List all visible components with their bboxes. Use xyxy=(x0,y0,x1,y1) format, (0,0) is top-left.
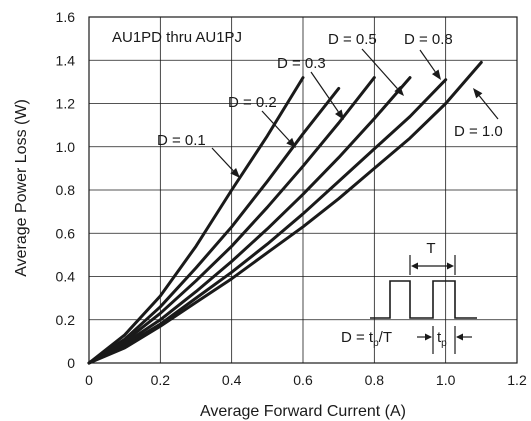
period-label: T xyxy=(426,240,435,257)
series-label-leader xyxy=(361,48,398,89)
series-label-arrowhead xyxy=(230,167,240,178)
series-label-arrowhead xyxy=(394,85,404,96)
series-label: D = 0.5 xyxy=(328,31,377,48)
series-label: D = 0.3 xyxy=(277,55,326,72)
pulse-waveform xyxy=(370,280,477,319)
y-tick-label: 1.6 xyxy=(56,9,76,25)
series-label-leader xyxy=(419,49,436,73)
series-label: D = 0.2 xyxy=(228,94,277,111)
series-label-leader xyxy=(261,110,290,142)
series-line xyxy=(87,76,412,365)
series-line xyxy=(87,78,448,365)
y-tick-label: 0.6 xyxy=(56,225,76,241)
x-tick-label: 0 xyxy=(85,372,93,388)
series-lines xyxy=(87,60,483,365)
y-tick-label: 0 xyxy=(67,355,75,371)
y-tick-label: 1.0 xyxy=(56,139,76,155)
period-arrowhead-right xyxy=(447,262,454,270)
chart-title: AU1PD thru AU1PJ xyxy=(112,29,242,46)
series-line xyxy=(87,76,305,365)
series-label-arrowhead xyxy=(473,88,483,99)
tp-arrowhead-left xyxy=(425,333,432,341)
series-line xyxy=(87,60,483,365)
x-axis-title: Average Forward Current (A) xyxy=(200,403,406,420)
y-tick-label: 1.4 xyxy=(56,52,76,68)
x-tick-label: 1.0 xyxy=(436,372,456,388)
series-line xyxy=(87,76,376,365)
series-label: D = 0.8 xyxy=(404,31,453,48)
y-tick-label: 1.2 xyxy=(56,96,76,112)
x-tick-label: 0.6 xyxy=(293,372,313,388)
plot-frame xyxy=(88,16,518,364)
x-tick-label: 1.2 xyxy=(507,372,527,388)
series-label-arrowhead xyxy=(286,137,296,148)
series-label-leader xyxy=(211,147,234,172)
series-label: D = 0.1 xyxy=(157,132,206,149)
tp-arrowhead-right xyxy=(456,333,463,341)
period-arrowhead-left xyxy=(411,262,418,270)
x-tick-label: 0.4 xyxy=(222,372,242,388)
axis-ticks: 0 0.2 0.4 0.6 0.8 1.0 1.2 0 0.2 0.4 0.6 0.8 1.0 1.2 1.… xyxy=(56,9,527,388)
tp-label: tp xyxy=(437,329,447,349)
x-tick-label: 0.8 xyxy=(365,372,385,388)
y-tick-label: 0.4 xyxy=(56,269,76,285)
series-label-arrowhead xyxy=(431,69,441,80)
series-label-leader xyxy=(310,71,339,113)
series-labels: D = 0.1 D = 0.2 D = 0.3D = 0.5 D = 0.8 D = 1… xyxy=(157,31,503,178)
series-line xyxy=(87,86,341,365)
series-label-leader xyxy=(478,95,499,120)
duty-cycle-formula: D = tp/T xyxy=(341,329,392,349)
y-tick-label: 0.2 xyxy=(56,312,76,328)
x-tick-label: 0.2 xyxy=(151,372,171,388)
series-label: D = 1.0 xyxy=(454,123,503,140)
series-label-arrowhead xyxy=(335,109,344,120)
y-tick-label: 0.8 xyxy=(56,182,76,198)
y-axis-title: Average Power Loss (W) xyxy=(13,99,30,277)
pulse-waveform-inset: T D = tp/T tp xyxy=(341,240,477,354)
